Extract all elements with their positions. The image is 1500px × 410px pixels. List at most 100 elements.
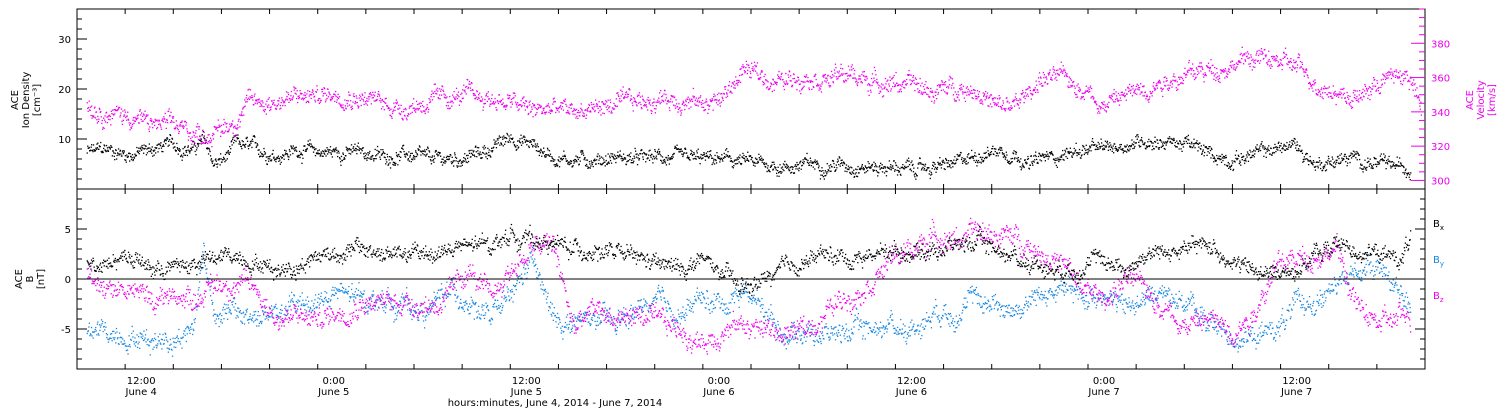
data-point-velocity [600, 114, 602, 116]
data-point-velocity [109, 119, 111, 121]
data-point-ion-density [210, 159, 212, 161]
data-point-velocity [137, 117, 139, 119]
data-point-ion-density [261, 156, 264, 158]
data-point-ion-density [669, 157, 671, 159]
data-point-ion-density [738, 156, 740, 158]
data-point-ion-density [224, 161, 226, 163]
data-point-ion-density [326, 147, 328, 149]
data-point-velocity [237, 120, 240, 122]
data-point-velocity [1058, 73, 1060, 75]
data-point-velocity [257, 101, 259, 103]
data-point-velocity [680, 114, 682, 116]
data-point-velocity [452, 94, 454, 96]
data-point-ion-density [1141, 140, 1143, 142]
data-point-ion-density [120, 153, 122, 155]
data-point-ion-density [371, 156, 373, 158]
data-point-velocity [830, 85, 832, 87]
data-point-ion-density [1283, 149, 1286, 151]
data-point-velocity [418, 107, 421, 110]
data-point-ion-density [990, 153, 992, 156]
data-point-velocity [472, 89, 474, 91]
data-point-ion-density [1379, 160, 1381, 162]
data-point-velocity [636, 105, 638, 107]
data-point-ion-density [162, 144, 164, 146]
data-point-ion-density [442, 162, 445, 164]
data-point-ion-density [957, 158, 959, 161]
data-point-ion-density [1325, 161, 1327, 163]
data-point-ion-density [432, 158, 435, 161]
data-point-velocity [231, 123, 233, 125]
data-point-ion-density [911, 160, 913, 162]
data-point-ion-density [839, 157, 841, 159]
data-point-ion-density [279, 163, 281, 165]
data-point-velocity [849, 74, 851, 76]
data-point-ion-density [497, 139, 499, 141]
data-point-velocity [901, 83, 903, 85]
data-point-ion-density [338, 157, 341, 159]
data-point-ion-density [176, 147, 178, 149]
data-point-ion-density [128, 152, 130, 154]
data-point-ion-density [1380, 153, 1382, 155]
data-point-velocity [885, 88, 888, 90]
data-point-ion-density [297, 156, 299, 158]
data-point-velocity [739, 74, 741, 77]
data-point-velocity [1047, 72, 1049, 74]
data-point-velocity [309, 90, 311, 93]
data-point-velocity [357, 107, 359, 109]
data-point-velocity [986, 95, 988, 97]
data-point-ion-density [1346, 157, 1348, 160]
data-point-ion-density [1054, 162, 1056, 164]
data-point-velocity [776, 82, 778, 84]
data-point-velocity [419, 105, 422, 108]
data-point-ion-density [188, 149, 190, 151]
data-point-ion-density [534, 143, 537, 145]
data-point-ion-density [1021, 167, 1023, 169]
data-point-velocity [937, 93, 939, 95]
data-point-ion-density [177, 153, 179, 155]
data-point-velocity [916, 82, 918, 84]
data-point-ion-density [869, 167, 871, 170]
data-point-velocity [389, 109, 391, 111]
data-point-ion-density [576, 161, 578, 163]
data-point-velocity [890, 90, 892, 92]
data-point-ion-density [235, 140, 237, 142]
data-point-velocity [127, 111, 129, 113]
data-point-velocity [198, 126, 201, 128]
data-point-velocity [1037, 89, 1039, 91]
data-point-ion-density [1147, 145, 1149, 147]
data-point-velocity [275, 108, 278, 110]
data-point-ion-density [549, 155, 551, 157]
data-point-ion-density [1308, 164, 1310, 166]
data-point-ion-density [733, 160, 735, 162]
data-point-ion-density [930, 171, 932, 174]
data-point-velocity [895, 71, 897, 74]
data-point-velocity [470, 82, 473, 84]
data-point-ion-density [1132, 144, 1135, 146]
data-point-ion-density [415, 151, 417, 154]
data-point-ion-density [1263, 155, 1265, 157]
data-point-velocity [833, 69, 836, 71]
data-point-ion-density [1130, 145, 1132, 148]
data-point-ion-density [354, 143, 356, 145]
data-point-ion-density [122, 153, 124, 155]
data-point-ion-density [163, 141, 165, 143]
data-point-velocity [533, 104, 536, 106]
data-point-ion-density [289, 154, 292, 156]
data-point-velocity [303, 94, 305, 96]
data-point-velocity [950, 77, 952, 79]
data-point-velocity [493, 103, 496, 105]
data-point-ion-density [363, 157, 366, 160]
data-point-ion-density [166, 138, 168, 140]
data-point-ion-density [1311, 161, 1313, 164]
data-point-velocity [94, 117, 97, 119]
data-point-ion-density [407, 159, 409, 161]
data-point-ion-density [1089, 147, 1091, 149]
data-point-ion-density [1015, 153, 1017, 155]
data-point-ion-density [713, 160, 715, 162]
data-point-velocity [355, 102, 357, 104]
data-point-velocity [605, 100, 607, 102]
data-point-ion-density [309, 143, 311, 145]
data-point-ion-density [631, 159, 633, 161]
data-point-ion-density [141, 144, 143, 147]
x-tick-label-time: 12:00 [512, 376, 541, 387]
